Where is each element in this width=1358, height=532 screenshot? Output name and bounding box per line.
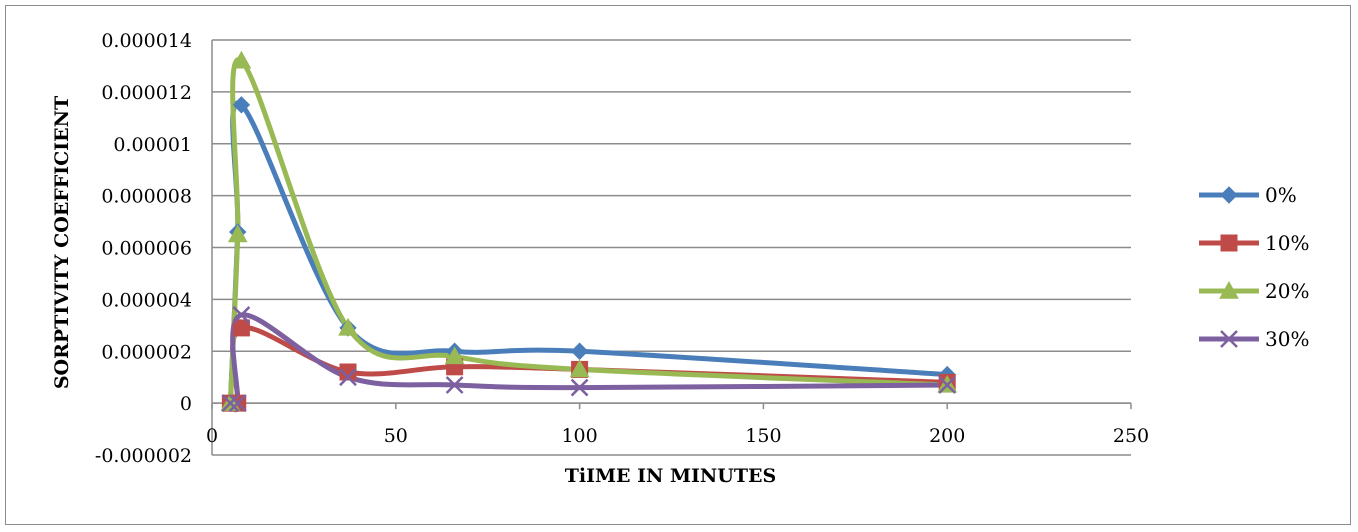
data-point-marker <box>445 376 464 394</box>
y-tick-label: 0.000002 <box>101 341 192 363</box>
y-tick-label: 0 <box>180 393 192 415</box>
y-tick-label: 0.000004 <box>101 289 192 311</box>
legend-marker <box>1220 234 1238 252</box>
data-point-marker <box>232 96 251 114</box>
y-tick-label: 0.000012 <box>101 82 192 104</box>
x-tick-label: 150 <box>745 425 781 447</box>
y-tick-label: 0.000014 <box>101 30 192 52</box>
y-axis-title: SORPTIVITY COEFFICIENT <box>51 96 73 389</box>
data-point-marker <box>569 359 590 378</box>
x-tick-label: 50 <box>384 425 408 447</box>
legend-label: 20% <box>1265 279 1309 303</box>
gridlines <box>212 39 1131 456</box>
axes: -0.000002 0 0.000002 0.000004 0.000006 0.0000… <box>95 30 1149 467</box>
legend-label: 10% <box>1265 231 1309 255</box>
legend-item: 20% <box>1199 279 1309 303</box>
data-point-marker <box>338 317 358 336</box>
data-point-marker <box>232 319 250 337</box>
data-point-marker <box>339 363 357 381</box>
data-point-marker <box>228 394 247 413</box>
y-tick-label: 0.000008 <box>101 186 192 208</box>
legend-marker <box>1220 330 1238 348</box>
series-line-0 <box>227 100 950 406</box>
y-tick-label: 0.00001 <box>113 134 192 156</box>
data-point-marker <box>227 224 248 243</box>
data-point-marker <box>444 346 465 365</box>
legend: 0% 10% 20% 30% <box>1199 183 1309 351</box>
data-point-marker <box>938 376 957 394</box>
legend-item: 30% <box>1199 327 1309 351</box>
x-tick-label: 100 <box>561 425 597 447</box>
series-lines <box>227 57 950 413</box>
legend-item: 0% <box>1199 183 1297 207</box>
legend-label: 30% <box>1265 327 1309 351</box>
data-point-marker <box>339 368 357 387</box>
x-tick-label: 250 <box>1113 425 1149 447</box>
legend-marker <box>1219 280 1239 299</box>
x-axis-title: TiIME IN MINUTES <box>565 465 776 487</box>
y-tick-label: -0.000002 <box>95 445 192 467</box>
y-tick-label: 0.000006 <box>101 238 192 260</box>
legend-label: 0% <box>1265 183 1297 207</box>
data-point-marker <box>570 378 589 397</box>
x-tick-label: 200 <box>929 425 965 447</box>
legend-item: 10% <box>1199 231 1309 255</box>
data-point-marker <box>232 306 251 324</box>
data-point-marker <box>231 50 252 69</box>
x-tick-label: 0 <box>206 425 218 447</box>
legend-marker <box>1220 186 1238 204</box>
series-markers <box>220 50 958 413</box>
data-point-marker <box>221 394 240 413</box>
data-point-marker <box>570 342 589 360</box>
series-line-3 <box>227 312 950 413</box>
